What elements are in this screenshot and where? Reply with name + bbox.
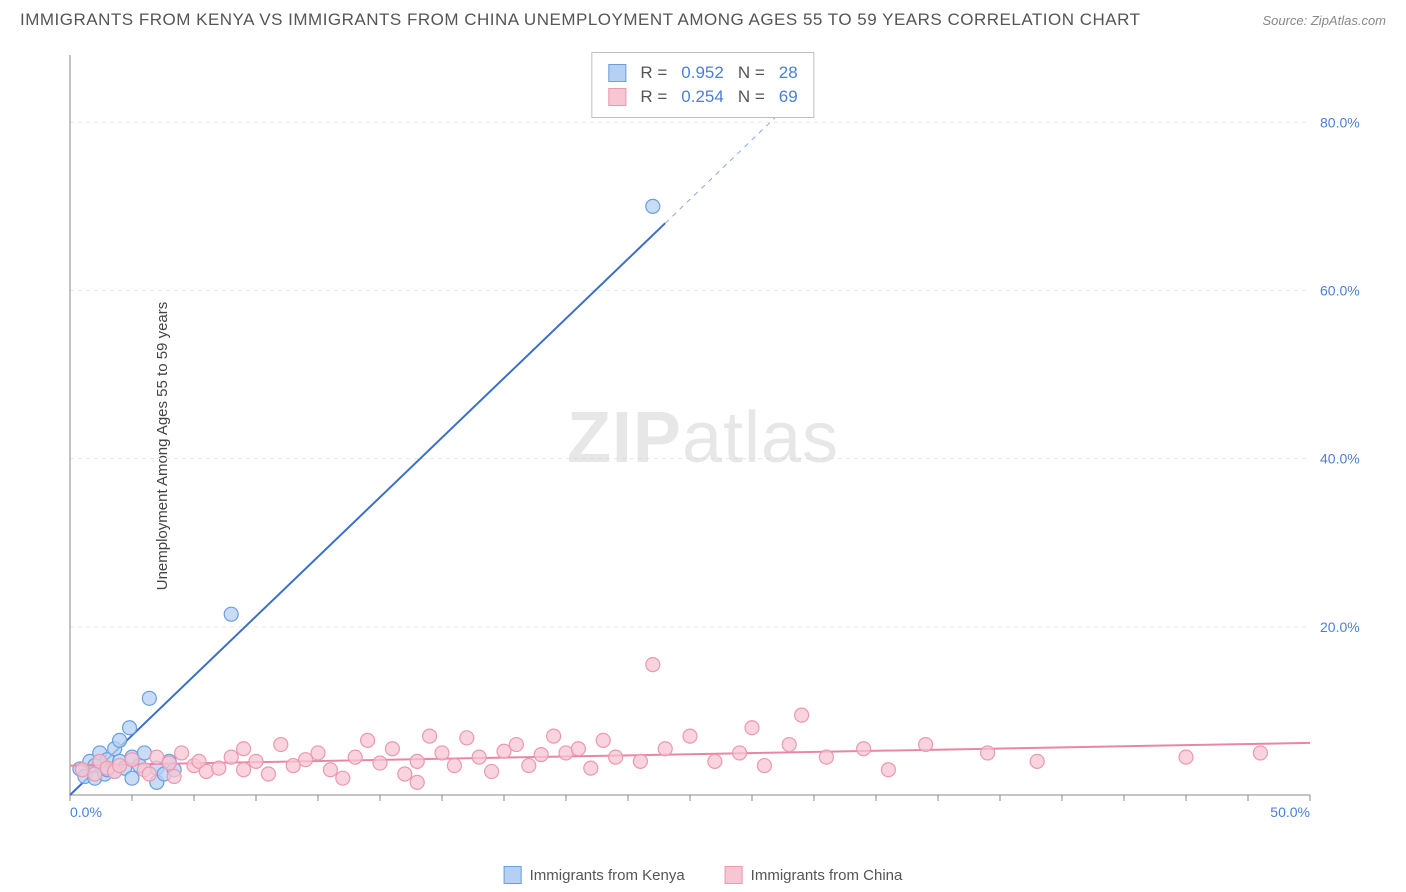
- plot-area: 0.0% 50.0% 20.0% 40.0% 60.0% 80.0%: [60, 45, 1380, 835]
- title-bar: IMMIGRANTS FROM KENYA VS IMMIGRANTS FROM…: [20, 10, 1386, 30]
- n-value: 28: [779, 63, 798, 83]
- legend-label: Immigrants from Kenya: [530, 867, 685, 884]
- svg-text:40.0%: 40.0%: [1320, 451, 1360, 467]
- r-label: R =: [640, 63, 667, 83]
- svg-text:0.0%: 0.0%: [70, 804, 102, 820]
- legend-label: Immigrants from China: [751, 867, 903, 884]
- swatch-kenya: [504, 866, 522, 884]
- n-label: N =: [738, 63, 765, 83]
- legend: Immigrants from Kenya Immigrants from Ch…: [504, 866, 903, 884]
- n-value: 69: [779, 87, 798, 107]
- source-attribution: Source: ZipAtlas.com: [1262, 13, 1386, 28]
- swatch-china: [725, 866, 743, 884]
- r-label: R =: [640, 87, 667, 107]
- n-label: N =: [738, 87, 765, 107]
- legend-item-kenya: Immigrants from Kenya: [504, 866, 685, 884]
- r-value: 0.952: [681, 63, 724, 83]
- r-value: 0.254: [681, 87, 724, 107]
- swatch-china: [608, 88, 626, 106]
- svg-text:20.0%: 20.0%: [1320, 619, 1360, 635]
- stats-row-kenya: R = 0.952 N = 28: [608, 61, 797, 85]
- correlation-chart: 0.0% 50.0% 20.0% 40.0% 60.0% 80.0%: [60, 45, 1380, 835]
- svg-text:80.0%: 80.0%: [1320, 114, 1360, 130]
- swatch-kenya: [608, 64, 626, 82]
- stats-row-china: R = 0.254 N = 69: [608, 85, 797, 109]
- svg-text:50.0%: 50.0%: [1270, 804, 1310, 820]
- chart-title: IMMIGRANTS FROM KENYA VS IMMIGRANTS FROM…: [20, 10, 1140, 30]
- svg-text:60.0%: 60.0%: [1320, 282, 1360, 298]
- stats-box: R = 0.952 N = 28 R = 0.254 N = 69: [591, 52, 814, 118]
- legend-item-china: Immigrants from China: [725, 866, 903, 884]
